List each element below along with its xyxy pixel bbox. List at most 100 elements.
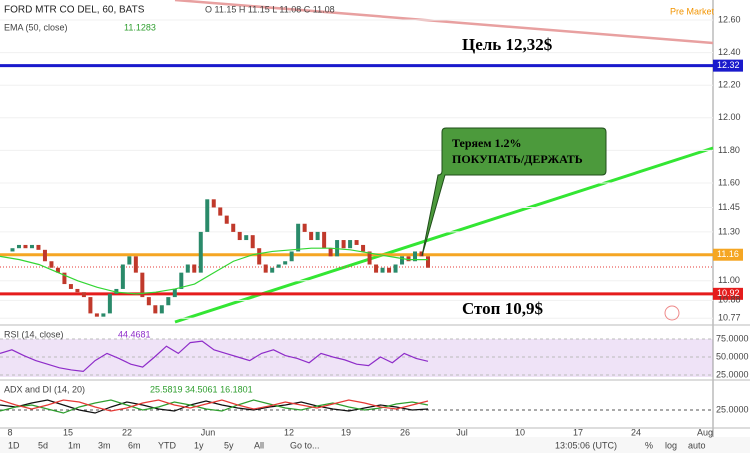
price-tick-label: 12.40 — [718, 47, 741, 57]
x-tick-label: 8 — [7, 427, 12, 437]
range-button[interactable]: YTD — [158, 440, 177, 450]
range-button[interactable]: 5d — [38, 440, 48, 450]
candle — [341, 240, 346, 249]
candle — [198, 231, 203, 273]
x-tick-label: 17 — [573, 427, 583, 437]
price-tick-label: 10.77 — [718, 313, 741, 323]
candle — [127, 256, 132, 265]
callout-text: Теряем 1.2% — [452, 136, 522, 150]
price-tick-label: 11.60 — [718, 177, 740, 187]
price-level-tag — [713, 59, 743, 72]
range-button[interactable]: 1y — [194, 440, 204, 450]
symbol: FORD MTR CO DEL, 60, BATS — [4, 5, 145, 16]
candle — [413, 251, 418, 262]
candle — [367, 251, 372, 265]
candle — [185, 264, 190, 273]
adx-tick-label: 25.0000 — [716, 404, 749, 414]
candle — [283, 261, 288, 265]
event-icon[interactable] — [664, 305, 680, 321]
candle — [237, 231, 242, 241]
candle — [276, 264, 281, 268]
price-level-label: 10.92 — [717, 288, 740, 298]
candle — [419, 251, 424, 257]
x-tick-label: 26 — [400, 427, 410, 437]
candle — [302, 223, 307, 232]
candle — [361, 244, 366, 252]
rsi-band — [0, 339, 713, 377]
clock: 13:05:06 (UTC) — [555, 440, 617, 450]
x-tick-label: 22 — [122, 427, 132, 437]
candle — [29, 244, 34, 249]
auto-toggle[interactable]: auto — [688, 440, 706, 450]
candle — [250, 235, 255, 249]
candle — [244, 235, 249, 241]
candle — [62, 272, 67, 285]
candle — [49, 261, 54, 268]
candle — [322, 231, 327, 249]
range-button[interactable]: 1D — [8, 440, 20, 450]
candle — [107, 293, 112, 314]
x-tick-label: 24 — [631, 427, 641, 437]
candle — [42, 249, 47, 262]
candle — [159, 305, 164, 314]
price-tick-label: 11.30 — [718, 226, 740, 236]
candle — [289, 251, 294, 262]
candle — [133, 256, 138, 273]
candle — [140, 272, 145, 298]
ohlc: O 11.15 H 11.15 L 11.08 C 11.08 — [205, 4, 335, 14]
callout-text: ПОКУПАТЬ/ДЕРЖАТЬ — [452, 152, 583, 166]
candle — [406, 256, 411, 262]
x-tick-label: 10 — [515, 427, 525, 437]
candle — [81, 292, 86, 298]
candle — [400, 256, 405, 265]
price-tick-label: 11.00 — [718, 275, 740, 285]
ema-value: 11.1283 — [124, 22, 156, 32]
candle — [75, 288, 80, 293]
candle — [68, 284, 73, 289]
x-tick-label: Aug — [697, 427, 713, 437]
rsi-label: RSI (14, close) — [4, 329, 64, 339]
candle — [218, 207, 223, 216]
percent-toggle[interactable]: % — [645, 440, 653, 450]
price-tick-label: 11.80 — [718, 145, 740, 155]
adx-label: ADX and DI (14, 20) — [4, 384, 85, 394]
candle — [120, 264, 125, 289]
x-tick-label: Jun — [201, 427, 216, 437]
price-tick-label: 10.88 — [718, 295, 741, 305]
candle — [101, 313, 106, 317]
rsi-tick-label: 50.0000 — [716, 351, 749, 361]
rsi-tick-label: 75.0000 — [716, 333, 749, 343]
candle — [257, 248, 262, 265]
candle — [192, 264, 197, 273]
candle — [211, 199, 216, 208]
price-level-tag — [713, 287, 743, 300]
candle — [94, 313, 99, 317]
range-button[interactable]: All — [254, 440, 264, 450]
candle — [426, 256, 430, 268]
range-button[interactable]: 3m — [98, 440, 111, 450]
candle — [354, 240, 359, 245]
range-button[interactable]: 5y — [224, 440, 234, 450]
candle — [263, 264, 268, 273]
adx-line — [0, 399, 429, 414]
candle — [270, 267, 275, 273]
adx-value: 25.5819 34.5061 16.1801 — [150, 384, 253, 394]
candle — [36, 244, 41, 250]
ema-label: EMA (50, close) — [4, 22, 68, 32]
range-button[interactable]: 6m — [128, 440, 141, 450]
range-button[interactable]: 1m — [68, 440, 81, 450]
candle — [315, 231, 320, 241]
rsi-tick-label: 25.0000 — [716, 369, 749, 379]
price-tick-label: 11.45 — [718, 202, 740, 212]
candle — [387, 267, 392, 273]
candle — [380, 267, 385, 273]
candle — [146, 297, 151, 306]
price-tick-label: 12.00 — [718, 112, 741, 122]
candle — [393, 264, 398, 273]
range-button[interactable]: Go to... — [290, 440, 320, 450]
log-toggle[interactable]: log — [665, 440, 677, 450]
callout — [421, 127, 607, 257]
premarket[interactable]: Pre Market — [670, 6, 715, 16]
